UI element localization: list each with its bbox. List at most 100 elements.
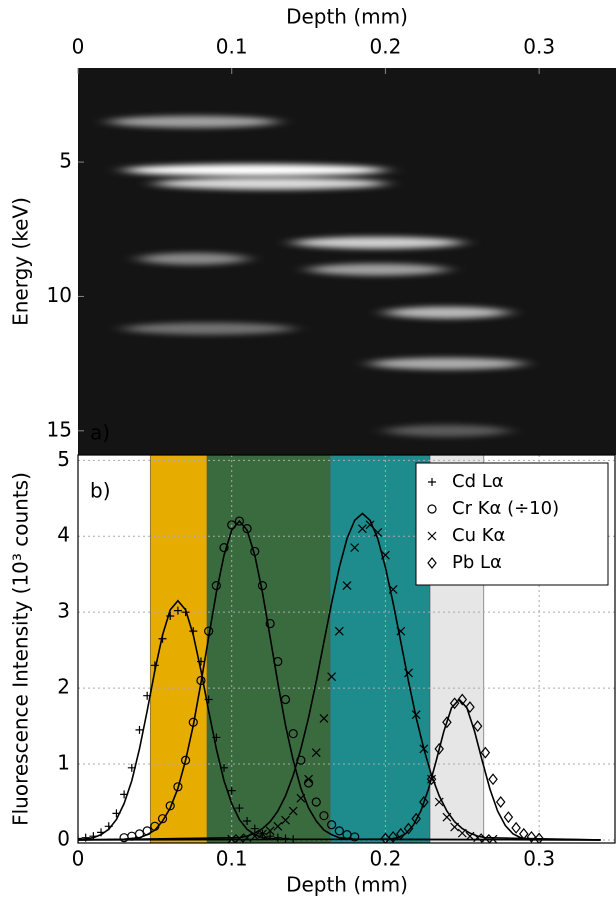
- x-tick-label: 0.3: [523, 35, 555, 59]
- data-point: [265, 618, 275, 629]
- data-point: [196, 657, 205, 666]
- x-tick-label: 0: [72, 35, 85, 59]
- data-point: [350, 543, 360, 553]
- data-point: [150, 821, 160, 831]
- data-point: [495, 796, 506, 808]
- data-point: [334, 626, 344, 636]
- data-point: [157, 814, 168, 824]
- data-point: [250, 546, 260, 557]
- y-tick-label: 10: [47, 283, 72, 307]
- data-point: [442, 716, 452, 729]
- data-point: [242, 524, 252, 534]
- data-point: [380, 832, 391, 843]
- legend: Cd Lα Cr Kα (÷10) Cu Kα Pb Lα: [415, 462, 609, 586]
- data-point: [419, 796, 429, 808]
- legend-box: [415, 462, 609, 586]
- data-point: [473, 833, 483, 843]
- heat-band: [154, 177, 386, 190]
- y-tick-label: 0: [57, 826, 70, 850]
- data-point: [188, 717, 198, 727]
- data-point: [350, 832, 360, 842]
- data-point: [257, 580, 268, 591]
- data-point: [235, 804, 244, 813]
- data-point: [250, 824, 259, 833]
- heat-band: [385, 306, 509, 319]
- data-point: [189, 627, 198, 636]
- data-point: [457, 828, 467, 838]
- fit-line: [78, 698, 601, 841]
- data-point: [480, 746, 491, 759]
- data-point: [457, 693, 468, 706]
- data-point: [327, 820, 337, 830]
- data-point: [112, 809, 121, 818]
- data-point: [234, 516, 244, 526]
- panel-label: a): [90, 421, 110, 445]
- data-point: [319, 714, 329, 723]
- data-point: [204, 626, 214, 636]
- data-point: [396, 626, 406, 636]
- legend-marker: [427, 531, 437, 541]
- data-point: [434, 797, 444, 807]
- fit-line: [78, 599, 601, 841]
- data-point: [219, 543, 229, 553]
- data-point: [127, 763, 136, 772]
- data-point: [97, 828, 106, 837]
- data-point: [404, 668, 413, 678]
- data-point: [158, 634, 167, 643]
- legend-marker: [428, 478, 436, 486]
- data-point: [534, 832, 544, 843]
- data-point: [143, 691, 152, 700]
- y-tick-label: 1: [57, 751, 70, 775]
- data-point: [181, 608, 190, 617]
- data-point: [288, 729, 298, 739]
- data-point: [426, 773, 437, 786]
- data-point: [388, 584, 398, 594]
- data-point: [273, 833, 282, 842]
- legend-label: Pb Lα: [452, 552, 502, 573]
- x-axis-label: Depth (mm): [286, 5, 408, 29]
- data-point: [488, 773, 498, 786]
- data-point: [311, 797, 321, 807]
- data-point: [173, 782, 183, 792]
- data-point: [488, 834, 498, 843]
- data-point: [134, 829, 145, 839]
- data-point: [449, 697, 460, 710]
- data-point: [166, 611, 175, 620]
- data-point: [181, 755, 191, 765]
- x-tick-label: 0: [72, 847, 85, 871]
- legend-label: Cd Lα: [452, 471, 504, 492]
- data-point: [104, 822, 113, 831]
- data-point: [519, 827, 529, 840]
- data-point: [442, 812, 452, 822]
- y-tick-label: 2: [57, 675, 70, 699]
- data-point: [89, 832, 98, 841]
- data-point: [434, 742, 444, 755]
- data-point: [342, 581, 352, 591]
- heatmap: [108, 115, 524, 437]
- data-point: [150, 661, 159, 670]
- data-point: [204, 695, 213, 704]
- legend-marker: [427, 504, 437, 514]
- data-point: [227, 520, 237, 530]
- data-point: [296, 793, 306, 803]
- x-tick-label: 0.3: [523, 847, 555, 871]
- x-tick-label: 0.1: [216, 35, 248, 59]
- data-point: [388, 830, 398, 843]
- data-point: [381, 550, 390, 560]
- panel-label: b): [90, 479, 111, 503]
- legend-label: Cu Kα: [452, 525, 505, 546]
- data-point: [165, 801, 175, 811]
- data-point: [373, 528, 383, 537]
- heat-band: [308, 263, 447, 276]
- x-axis-label: Depth (mm): [286, 873, 408, 897]
- data-point: [234, 834, 244, 843]
- data-point: [212, 733, 221, 742]
- data-point: [196, 675, 206, 686]
- data-point: [120, 790, 129, 799]
- data-point: [465, 831, 475, 841]
- data-point: [526, 830, 537, 843]
- data-point: [142, 826, 152, 836]
- data-point: [173, 606, 182, 615]
- shaded-region: [329, 454, 431, 844]
